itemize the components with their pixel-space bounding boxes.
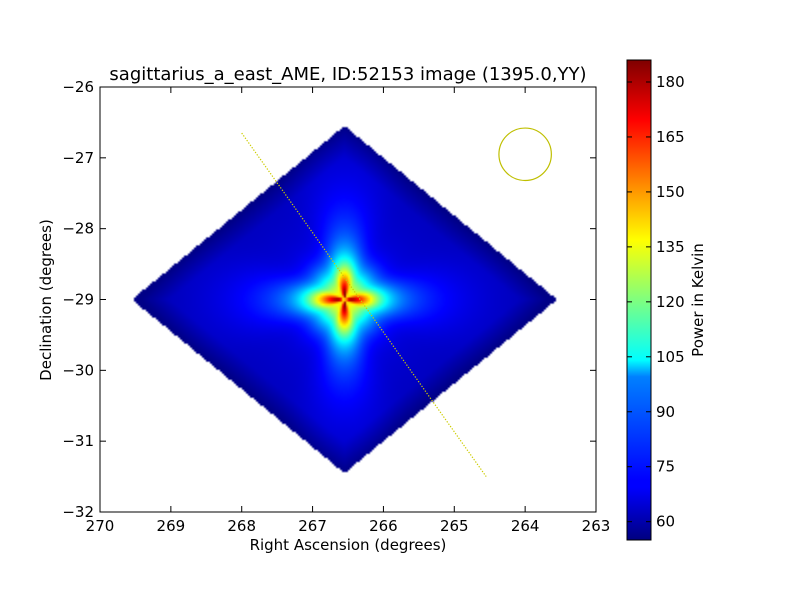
y-tick-label: −31 <box>62 432 94 450</box>
x-tick-label: 268 <box>227 517 256 535</box>
colorbar-tick-label: 105 <box>656 348 685 366</box>
colorbar-tick-label: 150 <box>656 183 685 201</box>
y-tick-label: −29 <box>62 291 94 309</box>
chart-title: sagittarius_a_east_AME, ID:52153 image (… <box>109 64 586 85</box>
x-tick-label: 266 <box>369 517 398 535</box>
y-tick-label: −26 <box>62 78 94 96</box>
x-tick-label: 263 <box>582 517 611 535</box>
colorbar-ticks: 60 75 90 105 120 135 150 165 180 <box>627 73 685 531</box>
colorbar-tick-label: 60 <box>656 513 675 531</box>
colorbar-tick-label: 90 <box>656 403 675 421</box>
y-tick-label: −28 <box>62 220 94 238</box>
x-tick-label: 270 <box>86 517 115 535</box>
y-tick-label: −32 <box>62 503 94 521</box>
x-tick-label: 269 <box>157 517 186 535</box>
y-tick-label: −27 <box>62 149 94 167</box>
x-tick-label: 265 <box>440 517 469 535</box>
x-axis-label: Right Ascension (degrees) <box>250 536 447 554</box>
heatmap-image <box>100 87 596 512</box>
galactic-plane-line <box>241 132 487 477</box>
y-axis-ticks: −26 −27 −28 −29 −30 −31 −32 <box>62 78 596 521</box>
colorbar-label: Power in Kelvin <box>689 243 707 357</box>
x-tick-label: 267 <box>298 517 327 535</box>
colorbar-tick-label: 120 <box>656 293 685 311</box>
colorbar-tick-label: 135 <box>656 238 685 256</box>
colorbar-tick-label: 180 <box>656 73 685 91</box>
x-axis-ticks: 270 269 268 267 266 265 264 263 <box>86 87 611 535</box>
colorbar-tick-label: 75 <box>656 458 675 476</box>
y-tick-label: −30 <box>62 361 94 379</box>
x-tick-label: 264 <box>511 517 540 535</box>
colorbar-tick-label: 165 <box>656 128 685 146</box>
colorbar <box>626 59 652 541</box>
y-axis-label: Declination (degrees) <box>37 219 55 381</box>
beam-circle <box>498 127 552 182</box>
